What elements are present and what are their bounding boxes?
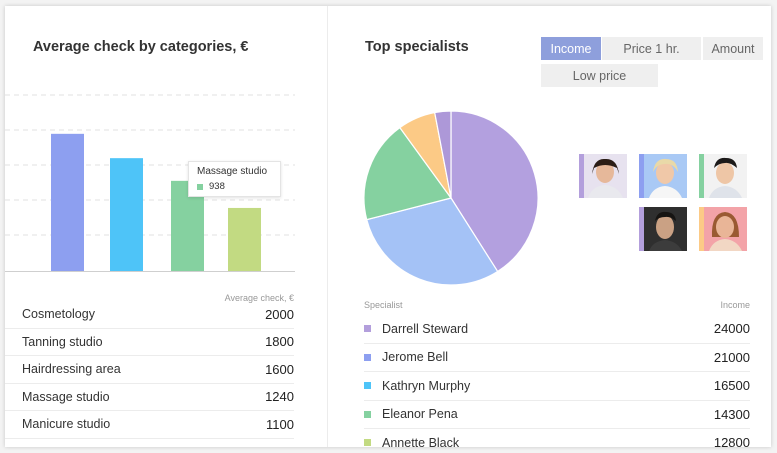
avatar-stripe [699,207,704,251]
table-row[interactable]: Darrell Steward 24000 [364,315,750,344]
specialist-name: Kathryn Murphy [382,378,471,393]
average-check-column-header: Average check, € [224,293,294,303]
legend-swatch [364,353,371,361]
category-label: Massage studio [22,389,110,404]
table-row[interactable]: Cosmetology 2000 [5,301,294,329]
dashboard-frame: Average check by categories, € Massage s… [5,6,771,447]
specialist-income: 16500 [713,378,750,394]
table-row[interactable]: Kathryn Murphy 16500 [364,372,750,401]
specialist-column-header: Specialist [364,300,403,310]
legend-swatch [364,382,371,390]
category-value: 1600 [265,361,294,377]
specialist-income: 14300 [713,406,750,422]
category-value: 2000 [265,306,294,322]
table-row[interactable]: Tanning studio 1800 [5,329,294,356]
specialist-name: Jerome Bell [382,350,448,365]
legend-swatch [364,439,371,447]
table-row[interactable]: Eleanor Pena 14300 [364,401,750,429]
filter-price-per-hour-button[interactable]: Price 1 hr. [602,37,701,60]
avatar-stripe [639,207,644,251]
category-label: Hairdressing area [22,362,121,377]
specialist-avatar[interactable] [639,154,687,198]
specialist-avatar[interactable] [699,207,747,251]
specialist-income: 24000 [713,321,750,337]
panel-divider [327,6,328,447]
pie-slice[interactable] [433,110,452,199]
avatar-photo [644,207,687,251]
avatar-photo [704,207,747,251]
specialist-avatar[interactable] [579,154,627,198]
specialist-name: Annette Black [382,435,460,447]
chart-tooltip: Massage studio 938 [188,161,281,197]
bar-mark[interactable] [51,133,84,271]
table-row[interactable]: Manicure studio 1100 [5,411,294,439]
avatar-stripe [639,154,644,198]
avatar-photo [584,154,627,198]
legend-swatch [364,410,371,418]
category-value: 1240 [265,389,294,405]
legend-swatch [364,325,371,333]
category-value: 1100 [266,416,294,432]
category-label: Tanning studio [22,334,103,349]
specialist-name: Eleanor Pena [382,407,458,422]
filter-amount-button[interactable]: Amount [703,37,763,60]
bar-mark[interactable] [228,207,261,271]
category-value: 1800 [265,334,294,350]
category-label: Cosmetology [22,307,95,322]
specialists-pie-chart [363,110,539,286]
specialist-name: Darrell Steward [382,321,469,336]
top-specialists-title: Top specialists [365,39,469,55]
bar-mark[interactable] [110,158,143,271]
avatar-photo [644,154,687,198]
table-row[interactable]: Hairdressing area 1600 [5,356,294,384]
specialist-avatar[interactable] [639,207,687,251]
tooltip-title: Massage studio [197,166,268,177]
specialist-income: 12800 [713,435,750,447]
pie-slice[interactable] [366,197,499,286]
table-row[interactable]: Massage studio 1240 [5,384,294,411]
avatar-stripe [699,154,704,198]
tooltip-swatch [197,183,203,190]
table-row[interactable]: Annette Black 12800 [364,429,750,447]
filter-low-price-button[interactable]: Low price [541,64,658,87]
specialists-table: Darrell Steward 24000 Jerome Bell 21000 … [364,315,750,447]
tooltip-value: 938 [209,181,225,192]
pie-slice[interactable] [363,126,453,221]
category-table: Cosmetology 2000 Tanning studio 1800 Hai… [5,301,294,439]
specialist-avatar[interactable] [699,154,747,198]
filter-income-button[interactable]: Income [541,37,601,60]
specialist-income: 21000 [713,349,750,365]
table-row[interactable]: Jerome Bell 21000 [364,344,750,372]
average-check-title: Average check by categories, € [33,39,249,55]
metric-filter-group: Income Price 1 hr. Amount Low price [540,37,770,93]
category-label: Manicure studio [22,417,111,432]
income-column-header: Income [720,300,750,310]
avatar-stripe [579,154,584,198]
avatar-photo [704,154,747,198]
average-check-bar-chart [5,94,295,272]
